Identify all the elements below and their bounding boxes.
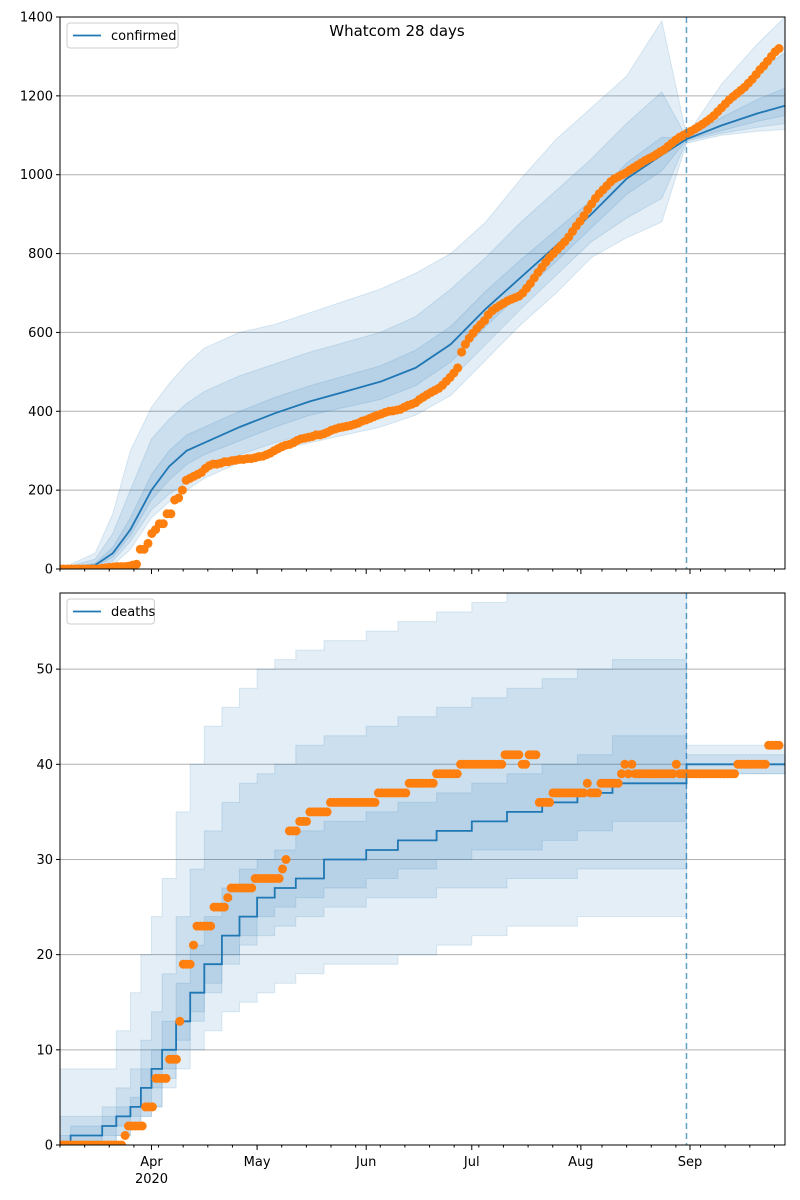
observed-point xyxy=(582,778,592,788)
observed-point xyxy=(247,883,257,893)
observed-point xyxy=(291,826,301,836)
x-tick-label: Aug xyxy=(568,1155,593,1170)
observed-point xyxy=(617,769,626,779)
observed-point xyxy=(579,788,589,798)
observed-point xyxy=(623,769,633,779)
observed-point xyxy=(668,769,678,779)
observed-point xyxy=(143,538,153,548)
y-tick-label: 200 xyxy=(28,484,53,499)
observed-point xyxy=(453,363,463,373)
observed-point xyxy=(278,864,287,874)
plot-area xyxy=(60,17,785,569)
legend-label: deaths xyxy=(111,605,156,620)
axes-frame xyxy=(59,16,786,570)
observed-point xyxy=(401,788,411,798)
legend: confirmed xyxy=(66,22,179,49)
observed-point xyxy=(175,1016,185,1026)
legend-label: confirmed xyxy=(111,29,177,44)
observed-point xyxy=(774,740,784,750)
y-tick-label: 20 xyxy=(36,948,53,963)
x-tick-label: May xyxy=(244,1155,271,1170)
observed-point xyxy=(627,759,637,769)
observed-point xyxy=(514,750,524,760)
observed-point xyxy=(613,778,623,788)
observed-point xyxy=(545,797,555,807)
observed-point xyxy=(452,769,462,779)
x-year-label: 2020 xyxy=(135,1172,168,1187)
observed-point xyxy=(760,759,770,769)
observed-point xyxy=(370,797,380,807)
observed-point xyxy=(132,559,141,569)
observed-point xyxy=(671,759,681,769)
observed-point xyxy=(166,509,176,519)
plot-area xyxy=(60,593,785,1145)
model-series-line xyxy=(60,763,785,1145)
y-tick-label: 0 xyxy=(45,563,53,578)
y-tick-label: 400 xyxy=(28,405,53,420)
observed-point xyxy=(206,921,216,931)
y-tick-label: 30 xyxy=(36,853,53,868)
uncertainty-band-0 xyxy=(60,593,785,1145)
uncertainty-band-2 xyxy=(60,87,785,569)
y-tick-label: 1200 xyxy=(20,89,53,104)
y-tick-label: 800 xyxy=(28,247,53,262)
observed-point xyxy=(302,816,311,826)
y-tick-label: 50 xyxy=(36,663,53,678)
axes-frame xyxy=(59,592,786,1146)
observed-point xyxy=(158,519,168,529)
y-tick-label: 10 xyxy=(36,1043,53,1058)
y-tick-label: 40 xyxy=(36,758,53,773)
legend-box xyxy=(66,598,155,625)
x-tick-label: Jul xyxy=(463,1155,480,1170)
figure-title: Whatcom 28 days xyxy=(329,22,465,40)
observed-point xyxy=(147,1102,157,1112)
observed-point xyxy=(497,759,507,769)
observed-point xyxy=(274,874,284,883)
observed-point xyxy=(120,1131,130,1140)
uncertainty-band-1 xyxy=(60,51,785,569)
observed-point xyxy=(521,759,531,769)
observed-point xyxy=(185,959,195,969)
confirmed-panel: 0 200 400 600 800 1000 1200 1400 confirmed xyxy=(20,11,786,578)
observed-point xyxy=(177,485,187,495)
observed-point xyxy=(223,893,233,903)
observed-point xyxy=(620,759,630,769)
observed-point xyxy=(189,940,198,950)
x-tick-label: Sep xyxy=(678,1155,703,1170)
observed-point xyxy=(174,493,184,503)
legend-box xyxy=(66,22,179,49)
observed-point xyxy=(171,1054,181,1064)
observed-point xyxy=(730,769,739,779)
observed-point xyxy=(219,902,229,912)
observed-point xyxy=(137,1121,147,1131)
observed-point xyxy=(593,788,602,798)
observed-point xyxy=(531,750,541,760)
observed-point xyxy=(428,778,438,788)
y-tick-label: 1400 xyxy=(20,11,53,26)
observed-point xyxy=(281,855,291,864)
observed-point xyxy=(161,1073,171,1083)
observed-point xyxy=(774,44,784,53)
y-tick-label: 1000 xyxy=(20,168,53,183)
observed-point xyxy=(322,807,332,817)
x-tick-label: Apr xyxy=(140,1155,163,1170)
y-tick-label: 0 xyxy=(45,1139,53,1154)
observed-point xyxy=(117,1140,127,1145)
deaths-panel: 0 10 20 30 40 50 Apr 2020 May Jun Jul Aug Sep deaths xyxy=(36,592,786,1187)
legend: deaths xyxy=(66,598,156,625)
y-tick-label: 600 xyxy=(28,326,53,341)
x-tick-label: Jun xyxy=(355,1155,376,1170)
uncertainty-band-2 xyxy=(60,735,785,1145)
observed-point xyxy=(457,347,467,357)
